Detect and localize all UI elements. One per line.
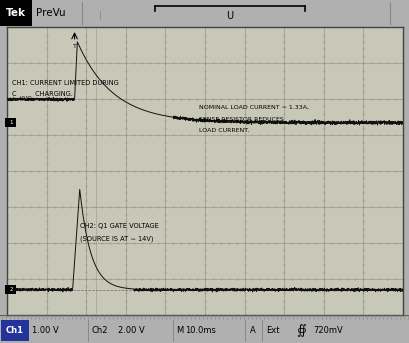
Bar <box>5 118 16 127</box>
Text: (SOURCE IS AT ∼ 14V): (SOURCE IS AT ∼ 14V) <box>80 236 154 243</box>
Text: Tek: Tek <box>6 8 26 18</box>
Bar <box>5 285 16 294</box>
Text: 10.0ms: 10.0ms <box>184 326 216 335</box>
Text: |: | <box>98 11 101 20</box>
Text: NOMINAL LOAD CURRENT ∼ 1.33A,: NOMINAL LOAD CURRENT ∼ 1.33A, <box>199 105 308 110</box>
Text: CH2: Q1 GATE VOLTAGE: CH2: Q1 GATE VOLTAGE <box>80 223 159 229</box>
Text: 2: 2 <box>9 287 13 292</box>
Text: C: C <box>12 91 17 97</box>
Text: M: M <box>175 326 183 335</box>
Text: PreVu: PreVu <box>36 8 65 18</box>
Bar <box>0 0 32 26</box>
Text: CHARGING.: CHARGING. <box>33 91 73 97</box>
Text: 1: 1 <box>9 120 13 125</box>
Text: 2.00 V: 2.00 V <box>118 326 144 335</box>
Text: T: T <box>72 44 76 49</box>
Text: SENSE RESISTOR REDUCES: SENSE RESISTOR REDUCES <box>199 117 283 121</box>
Text: A: A <box>249 326 255 335</box>
Text: LOAD: LOAD <box>19 96 32 101</box>
Text: Ch2: Ch2 <box>92 326 108 335</box>
Text: U: U <box>226 11 233 21</box>
Text: LOAD CURRENT.: LOAD CURRENT. <box>199 128 249 133</box>
Text: 1.00 V: 1.00 V <box>32 326 58 335</box>
Bar <box>1 320 29 341</box>
Text: CH1: CURRENT LIMITED DURING: CH1: CURRENT LIMITED DURING <box>12 80 119 85</box>
Text: 720mV: 720mV <box>312 326 342 335</box>
Text: Ext: Ext <box>265 326 279 335</box>
Text: Ch1: Ch1 <box>6 326 24 335</box>
Text: ∯: ∯ <box>295 324 305 337</box>
